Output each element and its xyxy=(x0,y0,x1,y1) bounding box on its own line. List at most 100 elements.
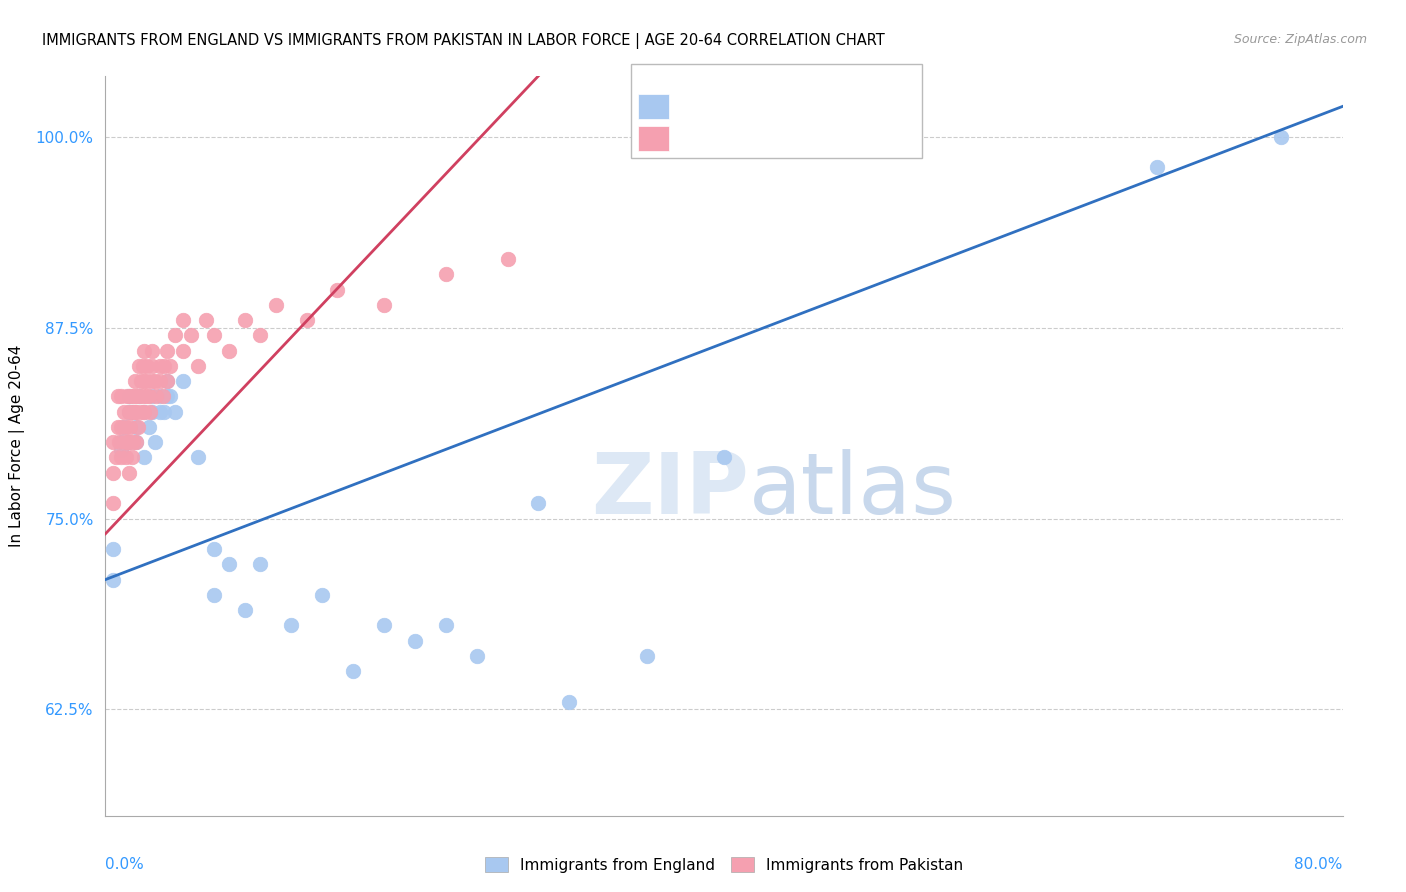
Point xyxy=(128,389,150,403)
Point xyxy=(125,404,148,418)
Point xyxy=(249,328,271,343)
Text: 80.0%: 80.0% xyxy=(1295,857,1343,872)
Point xyxy=(149,404,172,418)
Point xyxy=(110,389,132,403)
Point xyxy=(121,404,143,418)
Point xyxy=(218,558,240,572)
Point xyxy=(103,435,124,450)
Point xyxy=(118,466,141,480)
Point xyxy=(156,374,179,388)
Point xyxy=(141,343,163,358)
Point xyxy=(1270,129,1292,144)
Point xyxy=(558,695,581,709)
Point xyxy=(149,359,172,373)
Point xyxy=(115,435,138,450)
Point xyxy=(124,374,146,388)
Text: 45: 45 xyxy=(796,98,818,116)
Point xyxy=(373,618,395,632)
Point xyxy=(152,389,174,403)
Point xyxy=(118,404,141,418)
Point xyxy=(132,450,156,465)
Point xyxy=(122,435,145,450)
Point xyxy=(132,343,156,358)
Point xyxy=(110,442,132,457)
Text: N =: N = xyxy=(765,129,801,147)
Point xyxy=(125,420,148,434)
Point xyxy=(124,404,146,418)
Point xyxy=(107,420,129,434)
Point xyxy=(434,267,457,281)
Point xyxy=(132,404,156,418)
Point xyxy=(141,359,163,373)
Point xyxy=(132,374,156,388)
Point xyxy=(249,558,271,572)
Point xyxy=(110,450,132,465)
Text: R =: R = xyxy=(678,129,714,147)
Point xyxy=(141,404,163,418)
Point xyxy=(295,313,318,327)
Point xyxy=(143,374,166,388)
Point xyxy=(139,404,162,418)
Point xyxy=(172,343,194,358)
Point xyxy=(120,420,142,434)
Point xyxy=(128,389,150,403)
Text: 0.514: 0.514 xyxy=(707,98,759,116)
Point xyxy=(125,435,148,450)
Point xyxy=(172,313,194,327)
Point xyxy=(129,404,152,418)
Point xyxy=(280,618,302,632)
Point xyxy=(159,359,181,373)
Point xyxy=(110,420,132,434)
Point xyxy=(128,359,150,373)
Point xyxy=(135,389,157,403)
Point xyxy=(159,389,181,403)
Point xyxy=(202,328,225,343)
Point xyxy=(194,313,217,327)
Point xyxy=(115,389,138,403)
Point xyxy=(202,588,225,602)
Point xyxy=(143,435,166,450)
Point xyxy=(218,343,240,358)
Point xyxy=(156,343,179,358)
Point xyxy=(107,389,129,403)
Point xyxy=(326,283,349,297)
Point xyxy=(180,328,202,343)
Point xyxy=(103,542,124,557)
Point xyxy=(112,420,135,434)
Point xyxy=(118,435,141,450)
Point xyxy=(118,435,141,450)
Point xyxy=(127,420,149,434)
Point xyxy=(108,435,131,450)
Point xyxy=(434,618,457,632)
Point xyxy=(163,328,186,343)
Text: Source: ZipAtlas.com: Source: ZipAtlas.com xyxy=(1233,33,1367,46)
Point xyxy=(202,542,225,557)
Point xyxy=(114,420,136,434)
Point xyxy=(1146,161,1168,175)
Y-axis label: In Labor Force | Age 20-64: In Labor Force | Age 20-64 xyxy=(8,345,24,547)
Point xyxy=(713,450,735,465)
Point xyxy=(136,359,159,373)
Point xyxy=(527,496,550,510)
Point xyxy=(342,664,364,678)
Point xyxy=(156,389,179,403)
Point xyxy=(141,374,163,388)
Point xyxy=(465,648,488,663)
Point xyxy=(110,435,132,450)
Point xyxy=(129,374,152,388)
Point xyxy=(153,359,176,373)
Text: R =: R = xyxy=(678,98,714,116)
Point xyxy=(149,374,172,388)
Point xyxy=(125,435,148,450)
Point xyxy=(121,450,143,465)
Point xyxy=(103,573,124,587)
Point xyxy=(138,420,160,434)
Point xyxy=(120,389,142,403)
Point xyxy=(496,252,519,266)
Point xyxy=(233,603,256,617)
Point xyxy=(122,404,145,418)
Point xyxy=(118,404,141,418)
Point xyxy=(122,389,145,403)
Point xyxy=(103,466,124,480)
Text: atlas: atlas xyxy=(749,449,957,532)
